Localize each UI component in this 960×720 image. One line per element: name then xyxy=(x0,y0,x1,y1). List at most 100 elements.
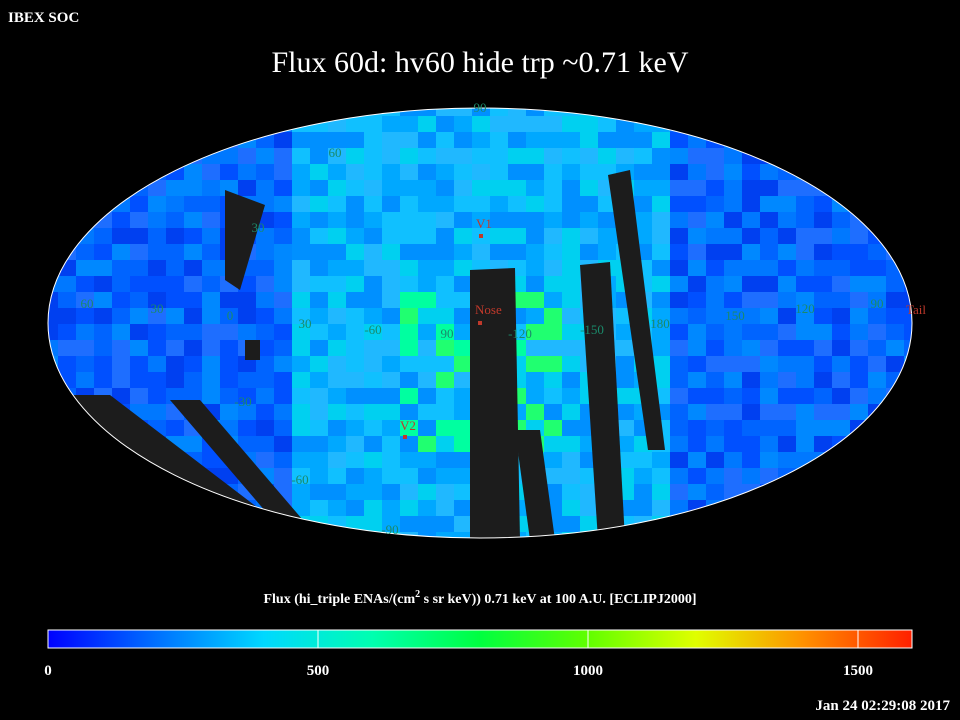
cell xyxy=(454,532,472,538)
cell xyxy=(418,196,436,212)
cell xyxy=(76,340,94,356)
cell xyxy=(652,260,670,276)
cell xyxy=(778,436,796,452)
cell xyxy=(94,276,112,292)
cell xyxy=(832,388,850,404)
cell xyxy=(184,276,202,292)
cell xyxy=(634,484,652,500)
cell xyxy=(544,452,562,468)
cell xyxy=(220,108,238,116)
cell xyxy=(58,196,76,212)
cell xyxy=(112,164,130,180)
cell xyxy=(814,196,832,212)
cell xyxy=(832,116,850,132)
cell xyxy=(436,212,454,228)
cell xyxy=(598,228,616,244)
cell xyxy=(742,292,760,308)
cell xyxy=(310,244,328,260)
cell xyxy=(850,436,868,452)
cell xyxy=(724,276,742,292)
cell xyxy=(148,164,166,180)
cell xyxy=(238,532,256,538)
label-part: Flux (hi_triple ENAs/(cm xyxy=(263,592,415,607)
cell xyxy=(94,180,112,196)
cell xyxy=(850,196,868,212)
cell xyxy=(364,516,382,532)
longitude-label: -150 xyxy=(580,322,604,337)
cell xyxy=(436,500,454,516)
cell xyxy=(868,516,886,532)
cell xyxy=(382,116,400,132)
cell xyxy=(526,388,544,404)
cell xyxy=(670,468,688,484)
cell xyxy=(130,260,148,276)
cell xyxy=(184,324,202,340)
cell xyxy=(742,372,760,388)
cell xyxy=(364,212,382,228)
cell xyxy=(58,356,76,372)
cell xyxy=(76,356,94,372)
cell xyxy=(544,340,562,356)
cell xyxy=(832,484,850,500)
cell xyxy=(346,260,364,276)
cell xyxy=(274,436,292,452)
cell xyxy=(850,308,868,324)
cell xyxy=(544,180,562,196)
cell xyxy=(58,276,76,292)
cell xyxy=(418,148,436,164)
cell xyxy=(886,164,904,180)
cell xyxy=(130,108,148,116)
cell xyxy=(238,420,256,436)
cell xyxy=(760,164,778,180)
cell xyxy=(850,148,868,164)
cell xyxy=(670,516,688,532)
cell xyxy=(148,180,166,196)
cell xyxy=(814,308,832,324)
cell xyxy=(310,468,328,484)
cell xyxy=(418,260,436,276)
cell xyxy=(94,532,112,538)
cell xyxy=(112,212,130,228)
cell xyxy=(850,260,868,276)
cell xyxy=(634,516,652,532)
cell xyxy=(400,116,418,132)
cell xyxy=(130,276,148,292)
cell xyxy=(310,228,328,244)
cell xyxy=(616,148,634,164)
cell xyxy=(526,108,544,116)
cell xyxy=(400,484,418,500)
cell xyxy=(778,132,796,148)
cell xyxy=(850,468,868,484)
cell xyxy=(724,116,742,132)
cell xyxy=(886,276,904,292)
cell xyxy=(760,308,778,324)
cell xyxy=(652,452,670,468)
cell xyxy=(202,324,220,340)
cell xyxy=(418,116,436,132)
cell xyxy=(346,484,364,500)
cell xyxy=(184,516,202,532)
cell xyxy=(724,324,742,340)
colorbar-ticks: 0 500 1000 1500 xyxy=(44,630,873,679)
cell xyxy=(274,212,292,228)
cell xyxy=(742,340,760,356)
cell xyxy=(202,532,220,538)
cell xyxy=(562,308,580,324)
cell xyxy=(868,340,886,356)
cell xyxy=(562,260,580,276)
cell xyxy=(904,404,912,420)
cell xyxy=(850,116,868,132)
cell xyxy=(706,388,724,404)
cell xyxy=(418,436,436,452)
cell xyxy=(742,108,760,116)
cell xyxy=(616,436,634,452)
cell xyxy=(616,388,634,404)
cell xyxy=(48,260,58,276)
cell xyxy=(166,420,184,436)
cell xyxy=(778,500,796,516)
cell xyxy=(454,356,472,372)
cell xyxy=(256,436,274,452)
cell xyxy=(490,132,508,148)
cell xyxy=(48,500,58,516)
cell xyxy=(400,340,418,356)
